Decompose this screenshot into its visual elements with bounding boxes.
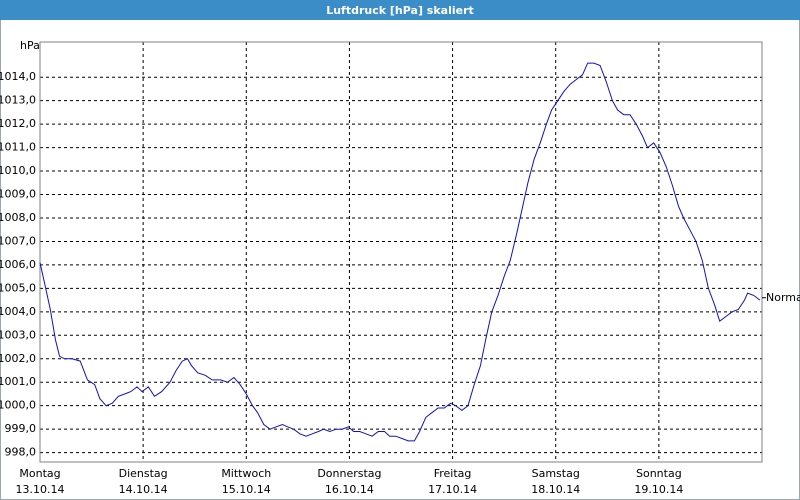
y-tick-label: 1011,0 — [0, 141, 36, 154]
x-tick-date: 14.10.14 — [119, 483, 168, 496]
x-tick-date: 15.10.14 — [222, 483, 271, 496]
y-tick-label: 1010,0 — [0, 164, 36, 177]
y-tick-label: 1002,0 — [0, 352, 36, 365]
y-tick-label: 1009,0 — [0, 188, 36, 201]
x-tick-label: Montag — [19, 467, 60, 480]
y-tick-label: 1006,0 — [0, 258, 36, 271]
y-tick-label: 1014,0 — [0, 70, 36, 83]
y-tick-label: 1007,0 — [0, 234, 36, 247]
y-tick-label: 1004,0 — [0, 305, 36, 318]
y-tick-label: 1005,0 — [0, 281, 36, 294]
annotation-label: Normal — [766, 291, 800, 304]
y-tick-label: 999,0 — [5, 422, 37, 435]
x-tick-date: 17.10.14 — [428, 483, 477, 496]
x-tick-label: Sonntag — [636, 467, 682, 480]
y-tick-label: 1008,0 — [0, 211, 36, 224]
y-tick-label: 1012,0 — [0, 117, 36, 130]
x-tick-label: Donnerstag — [317, 467, 381, 480]
x-tick-date: 13.10.14 — [16, 483, 65, 496]
x-tick-date: 16.10.14 — [325, 483, 374, 496]
x-tick-label: Mittwoch — [221, 467, 271, 480]
x-tick-label: Samstag — [532, 467, 580, 480]
title-bar — [0, 0, 800, 20]
y-tick-label: 1001,0 — [0, 375, 36, 388]
line — [39, 62, 761, 442]
x-tick-date: 18.10.14 — [531, 483, 580, 496]
plot-border — [39, 41, 763, 463]
x-tick-label: Freitag — [434, 467, 472, 480]
y-tick-label: 998,0 — [5, 446, 37, 459]
y-tick-label: 1000,0 — [0, 399, 36, 412]
y-tick-label: 1013,0 — [0, 94, 36, 107]
y-unit: hPa — [20, 39, 40, 52]
chart-title: Luftdruck [hPa] skaliert — [326, 4, 474, 17]
x-tick-label: Dienstag — [119, 467, 168, 480]
y-tick-label: 1003,0 — [0, 328, 36, 341]
x-tick-date: 19.10.14 — [634, 483, 683, 496]
